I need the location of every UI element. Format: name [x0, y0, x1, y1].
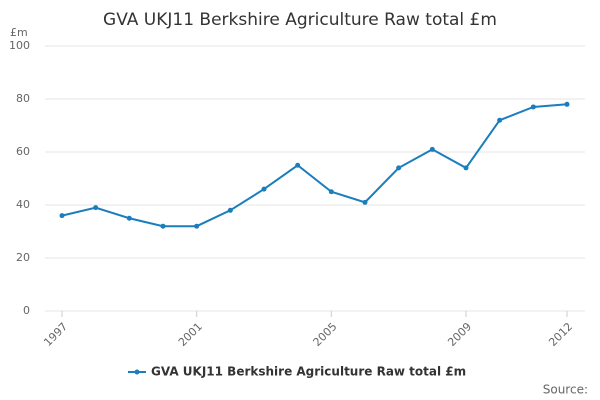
- point: [261, 186, 267, 192]
- source: Source:: [543, 383, 588, 397]
- point: [160, 223, 166, 229]
- point: [463, 165, 469, 171]
- point: [59, 213, 65, 219]
- point: [564, 101, 570, 107]
- legend-marker: [134, 369, 140, 375]
- point: [497, 117, 503, 123]
- x-tick-label: 2009: [445, 320, 474, 349]
- x-tick-label: 1997: [41, 320, 70, 349]
- line: [61, 103, 568, 228]
- point: [328, 189, 334, 195]
- point: [362, 199, 368, 205]
- y-tick-label: 0: [23, 304, 30, 317]
- legend-label: GVA UKJ11 Berkshire Agriculture Raw tota…: [151, 365, 466, 379]
- x-tick-label: 2005: [311, 320, 340, 349]
- y-tick-label: 100: [9, 39, 30, 52]
- y-tick-label: 20: [16, 251, 30, 264]
- y-tick-label: 40: [16, 198, 30, 211]
- point: [126, 215, 132, 221]
- chart-title: GVA UKJ11 Berkshire Agriculture Raw tota…: [103, 10, 497, 30]
- y-tick-label: 60: [16, 145, 30, 158]
- point: [295, 162, 301, 168]
- point: [93, 205, 99, 211]
- point: [194, 223, 200, 229]
- point: [227, 207, 233, 213]
- point: [429, 146, 435, 152]
- y-axis-label: £m: [10, 26, 28, 39]
- point: [530, 104, 536, 110]
- x-tick-label: 2012: [546, 320, 575, 349]
- x-tick-label: 2001: [176, 320, 205, 349]
- y-tick-label: 80: [16, 92, 30, 105]
- point: [396, 165, 402, 171]
